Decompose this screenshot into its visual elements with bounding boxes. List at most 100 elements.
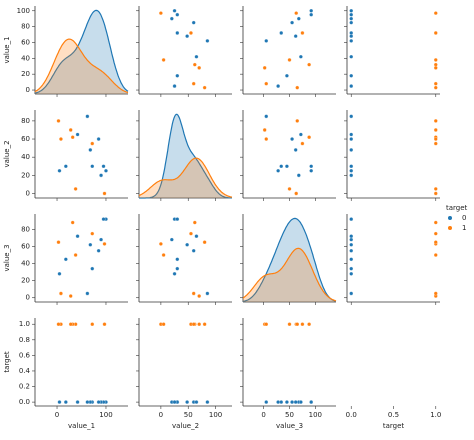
scatter-point xyxy=(349,242,354,247)
scatter-point xyxy=(300,31,305,35)
scatter-point xyxy=(175,217,180,222)
scatter-point xyxy=(349,248,354,253)
scatter-point xyxy=(307,135,312,140)
y-tick-label: 40 xyxy=(21,54,30,62)
scatter-point xyxy=(433,31,438,35)
scatter-point xyxy=(85,291,90,296)
y-tick-label: 0.8 xyxy=(19,336,30,344)
scatter-point xyxy=(349,8,354,13)
scatter-point xyxy=(349,34,354,39)
scatter-point xyxy=(290,137,295,141)
y-tick-label: 60 xyxy=(21,38,30,46)
scatter-point xyxy=(191,20,196,25)
scatter-point xyxy=(158,241,163,246)
x-tick-label: 100 xyxy=(99,411,112,419)
scatter-point xyxy=(349,38,354,43)
scatter-point xyxy=(96,137,101,141)
scatter-point xyxy=(169,237,174,242)
x-axis-label: value_1 xyxy=(68,422,95,430)
y-tick-label: 80 xyxy=(21,225,30,233)
scatter-point xyxy=(88,147,93,152)
scatter-point xyxy=(102,191,107,196)
y-tick-label: 0 xyxy=(26,86,30,94)
y-tick-label: 80 xyxy=(21,117,30,125)
scatter-point xyxy=(189,231,193,236)
scatter-point xyxy=(433,137,438,141)
scatter-point xyxy=(73,186,78,191)
legend-marker xyxy=(448,226,452,230)
scatter-point xyxy=(75,234,80,239)
scatter-point xyxy=(264,322,269,327)
x-tick-label: 100 xyxy=(309,411,322,419)
scatter-point xyxy=(433,11,438,16)
scatter-point xyxy=(161,253,166,257)
x-tick-label: 50 xyxy=(184,411,193,419)
scatter-point xyxy=(293,400,298,405)
y-tick-label: 60 xyxy=(21,242,30,250)
scatter-point xyxy=(56,322,61,327)
scatter-point xyxy=(349,12,354,17)
scatter-point xyxy=(169,16,174,21)
scatter-point xyxy=(175,73,180,78)
kde-line xyxy=(139,113,232,199)
scatter-point xyxy=(349,173,354,178)
scatter-point xyxy=(433,118,438,123)
scatter-point xyxy=(205,400,210,405)
scatter-point xyxy=(205,38,210,43)
scatter-point xyxy=(309,8,314,13)
scatter-point xyxy=(172,8,177,13)
kde-area xyxy=(243,248,336,302)
y-axis-label: value_3 xyxy=(3,244,11,271)
kde-line xyxy=(34,38,129,94)
scatter-point xyxy=(75,400,80,405)
scatter-point xyxy=(99,237,104,242)
scatter-point xyxy=(63,257,68,262)
scatter-point xyxy=(102,322,107,327)
scatter-point xyxy=(279,164,284,169)
scatter-point xyxy=(349,73,354,78)
scatter-point xyxy=(433,291,438,296)
y-tick-label: 20 xyxy=(21,171,30,179)
y-axis-label: target xyxy=(3,351,11,373)
scatter-point xyxy=(349,237,354,242)
scatter-point xyxy=(70,220,75,225)
y-tick-label: 0 xyxy=(26,189,30,197)
scatter-point xyxy=(192,220,197,225)
scatter-point xyxy=(298,132,303,137)
y-tick-label: 0.6 xyxy=(19,351,31,359)
scatter-point xyxy=(56,240,61,245)
scatter-point xyxy=(175,266,180,271)
scatter-point xyxy=(101,217,106,222)
scatter-point xyxy=(197,65,202,70)
scatter-point xyxy=(191,81,196,86)
scatter-point xyxy=(264,400,269,405)
scatter-point xyxy=(58,291,63,296)
scatter-point xyxy=(85,114,90,119)
scatter-point xyxy=(349,257,354,262)
y-tick-label: 60 xyxy=(21,135,30,143)
scatter-point xyxy=(161,322,166,327)
scatter-point xyxy=(276,168,281,173)
scatter-point xyxy=(194,54,199,59)
scatter-point xyxy=(433,240,438,245)
y-tick-label: 20 xyxy=(21,277,30,285)
legend-label: 0 xyxy=(462,214,466,222)
kde-area xyxy=(139,114,232,198)
scatter-point xyxy=(191,248,196,253)
scatter-point xyxy=(296,173,301,178)
scatter-point xyxy=(264,38,269,43)
x-tick-label: 0.0 xyxy=(346,411,357,419)
scatter-point xyxy=(262,65,267,70)
scatter-point xyxy=(349,217,354,222)
scatter-point xyxy=(290,20,295,25)
scatter-point xyxy=(349,132,354,137)
scatter-point xyxy=(433,231,438,236)
scatter-point xyxy=(293,34,298,39)
scatter-point xyxy=(172,271,177,276)
scatter-point xyxy=(75,132,80,137)
scatter-point xyxy=(104,168,108,173)
scatter-point xyxy=(433,57,438,62)
scatter-point xyxy=(349,114,354,119)
scatter-point xyxy=(433,186,438,191)
legend-label: 1 xyxy=(462,224,466,232)
